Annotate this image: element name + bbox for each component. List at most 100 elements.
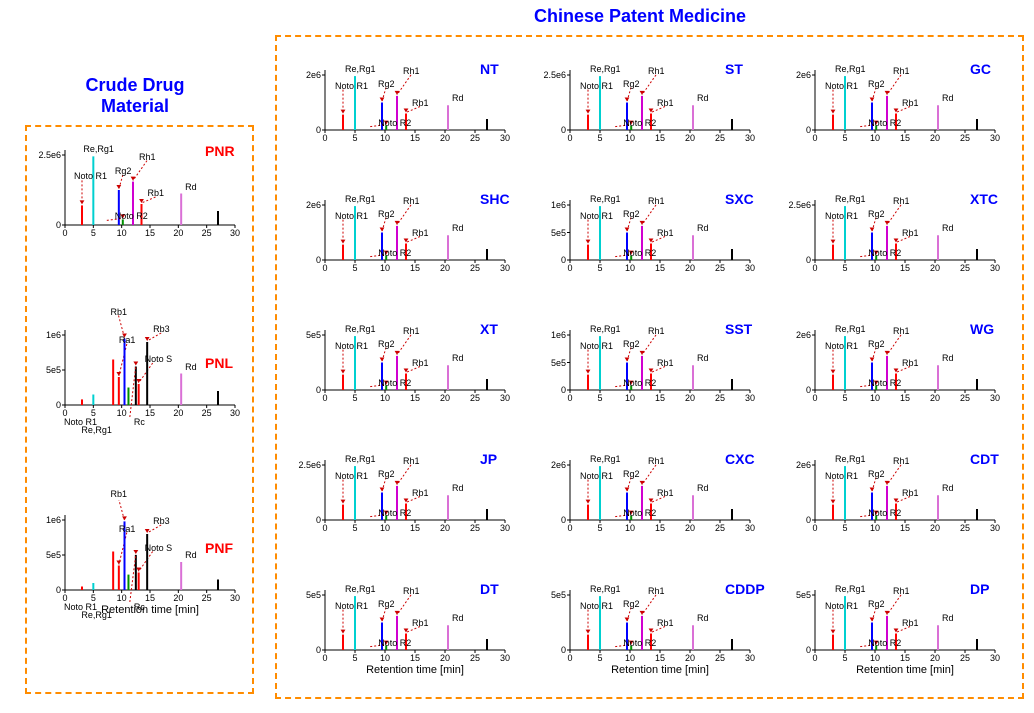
xtick: 10 <box>377 653 393 663</box>
peak-label: Rb1 <box>902 228 919 238</box>
peak-label: Re,Rg1 <box>590 324 621 334</box>
peak-label: Noto R2 <box>378 248 411 258</box>
xtick: 25 <box>467 653 483 663</box>
peak-label: Re,Rg1 <box>345 584 376 594</box>
ytick: 2e6 <box>295 70 321 80</box>
peak-label: Re,Rg1 <box>83 144 114 154</box>
peak-label: Rb1 <box>148 188 165 198</box>
xtick: 25 <box>957 523 973 533</box>
chart-DT: DT05101520253005e5Noto R1Re,Rg1Rg2Noto R… <box>295 575 510 685</box>
ytick: 0 <box>35 220 61 230</box>
x-axis-label: Retention time [min] <box>65 604 235 616</box>
chart-XT: XT05101520253005e5Noto R1Re,Rg1Rg2Noto R… <box>295 315 510 425</box>
xtick: 10 <box>377 523 393 533</box>
chart-CDT: CDT05101520253002e6Noto R1Re,Rg1Rg2Noto … <box>785 445 1000 555</box>
peak-label: Re,Rg1 <box>590 194 621 204</box>
xtick: 20 <box>927 523 943 533</box>
peak-label: Noto R1 <box>335 341 368 351</box>
ytick: 2.5e6 <box>785 200 811 210</box>
peak-label: Noto R1 <box>580 601 613 611</box>
chart-SST: SST05101520253005e51e6Noto R1Re,Rg1Rg2No… <box>540 315 755 425</box>
chart-NT: NT05101520253002e6Noto R1Re,Rg1Rg2Noto R… <box>295 55 510 165</box>
xtick: 10 <box>622 523 638 533</box>
peak-label: Noto R1 <box>580 341 613 351</box>
xtick: 5 <box>347 393 363 403</box>
peak-label: Rb1 <box>657 358 674 368</box>
ytick: 0 <box>785 125 811 135</box>
peak-label: Re,Rg1 <box>345 454 376 464</box>
xtick: 5 <box>837 523 853 533</box>
xtick: 15 <box>407 393 423 403</box>
peak-label: Re,Rg1 <box>590 64 621 74</box>
xtick: 10 <box>867 523 883 533</box>
peak-label: Noto R1 <box>74 171 107 181</box>
peak-label: Noto R1 <box>825 211 858 221</box>
peak-label: Rb1 <box>902 618 919 628</box>
ytick: 0 <box>35 400 61 410</box>
ytick: 0 <box>295 125 321 135</box>
peak-label: Rd <box>697 613 709 623</box>
xtick: 30 <box>987 263 1003 273</box>
ytick: 0 <box>35 585 61 595</box>
xtick: 15 <box>407 133 423 143</box>
xtick: 5 <box>347 263 363 273</box>
peak-label: Noto R2 <box>623 378 656 388</box>
peak-label: Rg2 <box>623 469 640 479</box>
peak-label: Noto R1 <box>580 81 613 91</box>
peak-label: Rb3 <box>153 516 170 526</box>
xtick: 15 <box>652 653 668 663</box>
peak-label: Noto R2 <box>115 211 148 221</box>
ytick: 1e6 <box>540 200 566 210</box>
chart-PNR: PNR05101520253002.5e6Noto R1Re,Rg1Rg2Not… <box>35 135 240 260</box>
peak-label: Rb1 <box>111 307 128 317</box>
ytick: 5e5 <box>295 330 321 340</box>
xtick: 20 <box>927 263 943 273</box>
peak-label: Rd <box>942 93 954 103</box>
peak-label: Re,Rg1 <box>835 194 866 204</box>
peak-label: Noto R1 <box>825 471 858 481</box>
ytick: 5e5 <box>540 358 566 368</box>
peak-label: Rb1 <box>412 358 429 368</box>
peak-label: Noto R2 <box>378 378 411 388</box>
peak-label: Rh1 <box>403 196 420 206</box>
xtick: 10 <box>377 263 393 273</box>
peak-label: Rh1 <box>139 152 156 162</box>
xtick: 30 <box>497 653 513 663</box>
peak-label: Rb1 <box>657 488 674 498</box>
ytick: 1e6 <box>540 330 566 340</box>
xtick: 15 <box>652 263 668 273</box>
ytick: 0 <box>295 515 321 525</box>
chart-CDDP: CDDP05101520253005e5Noto R1Re,Rg1Rg2Noto… <box>540 575 755 685</box>
peak-label: Rd <box>942 483 954 493</box>
xtick: 10 <box>114 408 130 418</box>
xtick: 25 <box>199 228 215 238</box>
xtick: 25 <box>957 263 973 273</box>
peak-label: Rb3 <box>153 324 170 334</box>
xtick: 20 <box>682 133 698 143</box>
xtick: 20 <box>682 523 698 533</box>
peak-label: Noto R2 <box>868 248 901 258</box>
xtick: 20 <box>437 653 453 663</box>
chart-ST: ST05101520253002.5e6Noto R1Re,Rg1Rg2Noto… <box>540 55 755 165</box>
peak-label: Rb1 <box>902 98 919 108</box>
chart-GC: GC05101520253002e6Noto R1Re,Rg1Rg2Noto R… <box>785 55 1000 165</box>
xtick: 25 <box>712 263 728 273</box>
xtick: 5 <box>85 228 101 238</box>
peak-label: Rd <box>697 353 709 363</box>
peak-label: Noto R1 <box>335 601 368 611</box>
peak-label: Rg2 <box>623 209 640 219</box>
peak-label: Rd <box>452 223 464 233</box>
xtick: 10 <box>867 133 883 143</box>
xtick: 30 <box>227 228 243 238</box>
peak-label: Rd <box>697 223 709 233</box>
peak-label: Ra1 <box>119 335 136 345</box>
ytick: 0 <box>540 645 566 655</box>
xtick: 15 <box>652 133 668 143</box>
peak-label: Noto R2 <box>378 118 411 128</box>
peak-label: Noto R2 <box>378 638 411 648</box>
peak-label: Rb1 <box>111 489 128 499</box>
xtick: 20 <box>437 393 453 403</box>
peak-label: Rd <box>452 483 464 493</box>
peak-label: Rd <box>942 613 954 623</box>
peak-label: Rh1 <box>403 456 420 466</box>
